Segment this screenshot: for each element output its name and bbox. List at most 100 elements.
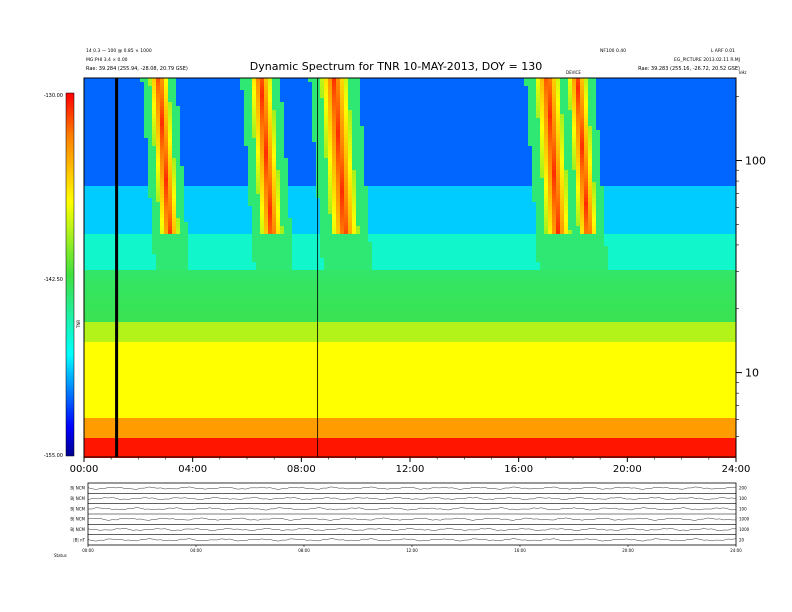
- spectro-cell: [412, 82, 416, 86]
- spectro-cell: [240, 138, 244, 142]
- spectro-cell: [508, 134, 512, 138]
- spectro-cell: [380, 98, 384, 102]
- spectro-cell: [716, 150, 720, 154]
- spectro-cell: [664, 78, 668, 82]
- spectro-cell: [364, 154, 368, 158]
- spectro-cell: [352, 178, 356, 182]
- spectro-cell: [568, 110, 572, 114]
- spectro-cell: [200, 146, 204, 150]
- spectro-cell: [208, 106, 212, 110]
- spectro-cell: [272, 102, 276, 106]
- spectro-cell: [460, 150, 464, 154]
- spectro-cell: [320, 126, 324, 130]
- spectro-cell: [472, 118, 476, 122]
- spectro-cell: [124, 134, 128, 138]
- spectro-cell: [608, 150, 612, 154]
- spectro-cell: [252, 166, 256, 170]
- spectro-cell: [540, 118, 544, 122]
- spectro-cell: [136, 114, 140, 118]
- spectro-cell: [240, 86, 244, 90]
- spectro-cell: [652, 150, 656, 154]
- spectro-cell: [552, 154, 556, 158]
- spectro-cell: [428, 130, 432, 134]
- spectro-cell: [244, 78, 248, 82]
- spectro-cell: [712, 146, 716, 150]
- spectro-cell: [324, 146, 328, 150]
- spectro-cell: [708, 158, 712, 162]
- spectro-cell: [428, 138, 432, 142]
- spectro-cell: [396, 90, 400, 94]
- spectro-cell: [312, 102, 316, 106]
- spectro-cell: [380, 174, 384, 178]
- spectro-cell: [624, 146, 628, 150]
- spectro-cell: [336, 130, 340, 134]
- spectro-cell: [128, 142, 132, 146]
- spectro-cell: [212, 182, 216, 186]
- spectro-cell: [404, 190, 408, 194]
- spectro-cell: [360, 162, 364, 166]
- spectro-cell: [376, 198, 380, 202]
- spectro-cell: [700, 170, 704, 174]
- spectro-cell: [128, 138, 132, 142]
- spectro-cell: [668, 174, 672, 178]
- spectro-cell: [248, 130, 252, 134]
- spectro-cell: [96, 194, 100, 198]
- spectro-cell: [200, 194, 204, 198]
- spectro-cell: [636, 174, 640, 178]
- spectro-cell: [356, 150, 360, 154]
- spectro-cell: [280, 154, 284, 158]
- spectro-cell: [620, 170, 624, 174]
- spectro-cell: [692, 78, 696, 82]
- spectro-cell: [496, 154, 500, 158]
- spectro-cell: [396, 194, 400, 198]
- spectro-cell: [616, 154, 620, 158]
- spectro-cell: [324, 186, 328, 190]
- spectro-cell: [568, 182, 572, 186]
- spectro-cell: [696, 134, 700, 138]
- spectro-cell: [556, 118, 560, 122]
- spectro-cell: [168, 186, 172, 190]
- spectro-cell: [172, 106, 176, 110]
- spectro-cell: [268, 114, 272, 118]
- spectro-cell: [232, 142, 236, 146]
- spectro-cell: [200, 166, 204, 170]
- spectro-cell: [216, 166, 220, 170]
- spectro-cell: [120, 174, 124, 178]
- spectro-cell: [120, 82, 124, 86]
- spectro-cell: [456, 130, 460, 134]
- spectro-cell: [272, 86, 276, 90]
- spectro-cell: [596, 174, 600, 178]
- spectro-cell: [220, 198, 224, 202]
- spectro-cell: [220, 82, 224, 86]
- spectro-cell: [256, 90, 260, 94]
- spectro-cell: [688, 178, 692, 182]
- spectro-cell: [456, 138, 460, 142]
- spectro-cell: [716, 186, 720, 190]
- spectro-cell: [352, 182, 356, 186]
- spectro-cell: [340, 150, 344, 154]
- spectro-cell: [528, 182, 532, 186]
- spectro-cell: [224, 82, 228, 86]
- spectro-cell: [448, 170, 452, 174]
- spectro-cell: [376, 106, 380, 110]
- spectro-cell: [312, 122, 316, 126]
- spectro-cell: [696, 174, 700, 178]
- spectro-cell: [236, 118, 240, 122]
- spectro-cell: [148, 146, 152, 150]
- spectro-cell: [308, 118, 312, 122]
- spectro-cell: [172, 158, 176, 162]
- spectro-cell: [524, 138, 528, 142]
- spectro-cell: [336, 98, 340, 102]
- spectro-cell: [172, 146, 176, 150]
- spectro-cell: [228, 166, 232, 170]
- spectro-cell: [124, 90, 128, 94]
- spectro-cell: [580, 114, 584, 118]
- spectro-cell: [628, 118, 632, 122]
- spectro-cell: [644, 158, 648, 162]
- spectro-cell: [196, 86, 200, 90]
- spectro-cell: [636, 170, 640, 174]
- spectro-cell: [424, 78, 428, 82]
- spectro-cell: [380, 130, 384, 134]
- spectro-cell: [444, 178, 448, 182]
- spectro-cell: [412, 158, 416, 162]
